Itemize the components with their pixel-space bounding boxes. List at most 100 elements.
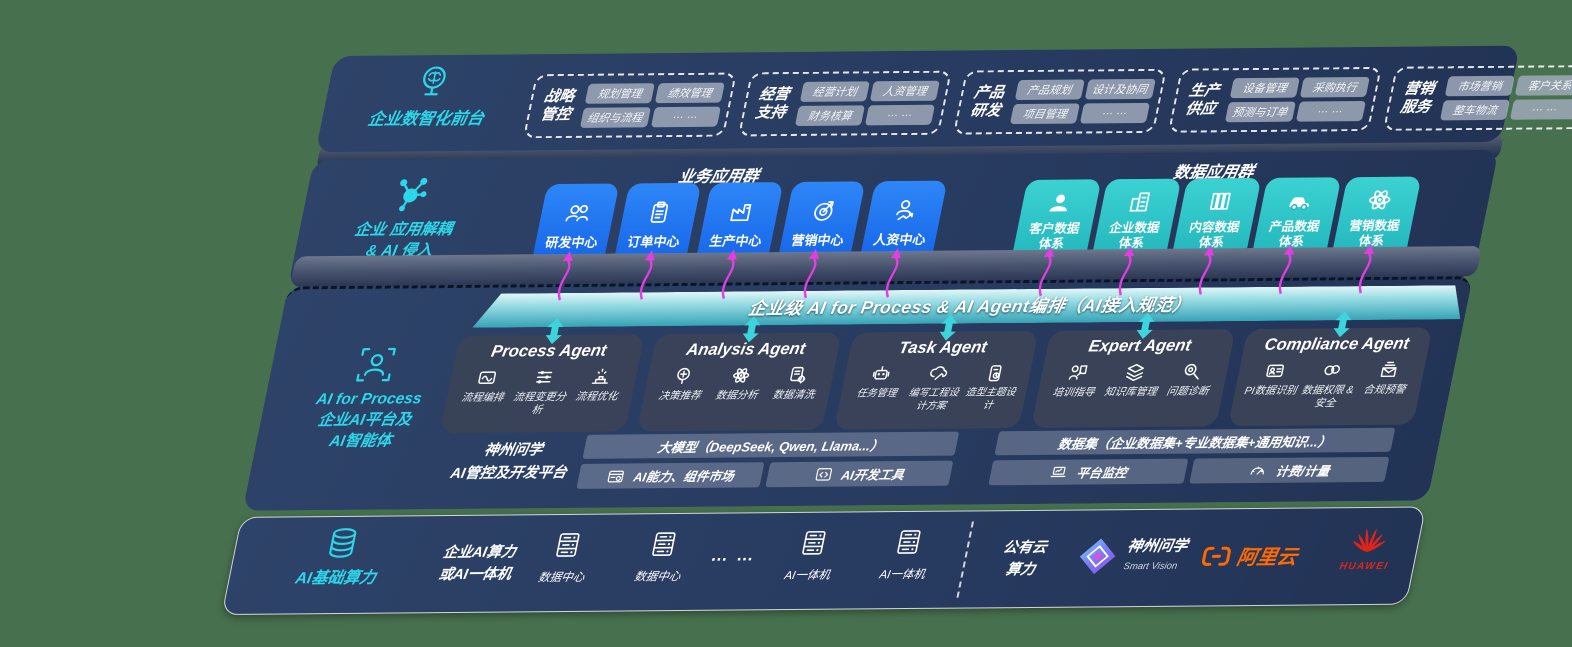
chip: 市场营销 [1444,75,1515,97]
server-icon [802,530,826,555]
devtools-bar: AI开发工具 [765,460,954,488]
chip: 绩效管理 [654,82,725,104]
production-center-icon [730,203,752,221]
front-office-title: 企业数智化前台 [366,109,486,129]
card-content-data: 内容数据 体系 [1170,177,1262,261]
server-icon [897,530,921,554]
flow-arrow [1038,246,1054,297]
szwx-subtitle: Smart Vision [1122,560,1179,573]
chip: 预测与订单 [1224,101,1296,123]
product-data-icon [1289,197,1309,211]
diagnosis-icon [1184,363,1199,380]
agent-compliance: Compliance Agent PI数据识别 [1227,327,1433,427]
ai-platform-title-line3: AI智能体 [327,432,394,450]
ai-market-icon [607,470,625,482]
chip: … … [650,106,721,128]
vendor-szwx: 神州问学 Smart Vision [1074,536,1190,577]
billing-gauge-icon [1250,466,1265,475]
content-data-icon [1209,192,1231,210]
enterprise-data-icon [1129,192,1151,212]
public-cloud-label: 公有云 算力 [1001,539,1049,579]
datasets-bar: 数据集（企业数据集+专业数据集+通用知识...） [994,427,1396,456]
agent-expert: Expert Agent 培训指导 [1030,329,1236,428]
card-production-center: 生产中心 [694,182,784,265]
flow-arrow [557,250,573,301]
card-rd-center: 研发中心 [530,183,620,267]
chip: … … [1509,99,1572,120]
group-marketing: 营销 服务 市场营销 客户关系 整车物流 … … [1382,64,1572,131]
group-product: 产品 研发 产品规划 设计及协同 项目管理 … … [952,68,1167,135]
hr-center-icon [896,199,914,220]
group-supply: 生产 供应 设备管理 采购执行 预测与订单 … … [1167,66,1382,133]
node-ai-appliance-2: AI一体机 [856,528,957,583]
server-icon [556,533,580,557]
link-double-arrow [1333,311,1352,338]
models-group: 大模型（DeepSeek, Qwen, Llama...） AI能力、组件市场 [576,431,960,489]
agent-process: Process Agent 流程编排 [439,334,645,434]
workflow-icon [477,371,496,384]
marketing-data-icon [1369,190,1391,210]
theme-design-icon [988,365,1002,382]
szwx-logo-icon [1079,538,1116,575]
group-operation: 经营 支持 经营计划 人资管理 财务核算 … … [737,70,952,137]
dev-tools-icon [815,467,832,481]
chip: … … [1079,102,1150,124]
chip: … … [1295,101,1366,122]
card-order-center: 订单中心 [612,182,702,266]
skewed-diagram: 企业数智化前台 战略 管控 规划管理 绩效管理 组织与流程 … … 经营 支持 经营… [221,45,1572,617]
compute-divider [956,521,974,598]
node-datacenter-1: 数据中心 [515,531,616,586]
front-office-groups: 战略 管控 规划管理 绩效管理 组织与流程 … … 经营 支持 经营计划 人资管理 … [522,64,1572,139]
chip: 客户关系 [1514,75,1572,96]
card-marketing-center: 营销中心 [776,181,866,265]
chip: 财务核算 [794,105,865,126]
flow-arrow [803,248,819,299]
flow-arrow [1278,244,1294,295]
card-hr-center: 人资中心 [858,180,948,264]
compliance-alert-icon [1380,361,1397,378]
chip: 采购执行 [1299,76,1370,98]
capability-bar: AI能力、组件市场 [576,462,765,489]
vendor-alibaba: 阿里云 [1198,541,1301,571]
flow-arrow [721,249,737,300]
ai-platform-band: AI for Process 企业AI平台及 AI智能体 企业级 AI for … [242,276,1474,511]
knowledge-base-icon [1125,363,1144,382]
flow-arrow [1358,243,1374,294]
task-manage-icon [872,366,890,380]
chip: 组织与流程 [579,107,651,128]
flow-arrow [885,248,901,298]
optimize-icon [591,368,608,384]
molecule-icon [399,177,428,212]
decision-icon [676,367,690,385]
training-icon [1068,365,1088,380]
data-analysis-icon [732,368,749,383]
vendor-huawei: HUAWEI [1321,524,1415,573]
person-frame-icon [356,347,396,382]
chip: 设备管理 [1229,77,1300,99]
alibaba-logo-icon [1202,546,1231,566]
devops-strip: 神州问学 AI管控及开发平台 大模型（DeepSeek, Qwen, Llama… [257,427,1442,489]
brain-icon [423,66,446,96]
data-clean-icon [789,366,805,384]
ai-platform-label-col: AI for Process 企业AI平台及 AI智能体 [282,344,456,453]
card-product-data: 产品数据 体系 [1250,177,1342,261]
chip: … … [864,104,935,126]
devops-title-line1: 神州问学 [482,442,544,459]
data-permission-icon [1323,364,1340,376]
front-office-band: 企业数智化前台 战略 管控 规划管理 绩效管理 组织与流程 … … 经营 支持 经营… [315,45,1572,153]
chip: 人资管理 [869,80,940,102]
chip: 整车物流 [1439,99,1510,121]
link-double-arrow [545,318,564,345]
compute-label-col: AI基础算力 [257,524,422,590]
nodes-ellipsis: … … [709,545,758,565]
agents-row: Process Agent 流程编排 [439,327,1433,434]
engineering-doc-icon [929,366,947,381]
models-bar: 大模型（DeepSeek, Qwen, Llama...） [582,431,960,459]
monitor-icon [1050,466,1066,477]
link-double-arrow [939,314,958,341]
chip: 设计及协同 [1084,78,1156,100]
agent-analysis: Analysis Agent 决策推荐 [636,332,842,432]
billing-bar: 计费/计量 [1189,456,1390,484]
card-marketing-data: 营销数据 体系 [1330,176,1422,260]
